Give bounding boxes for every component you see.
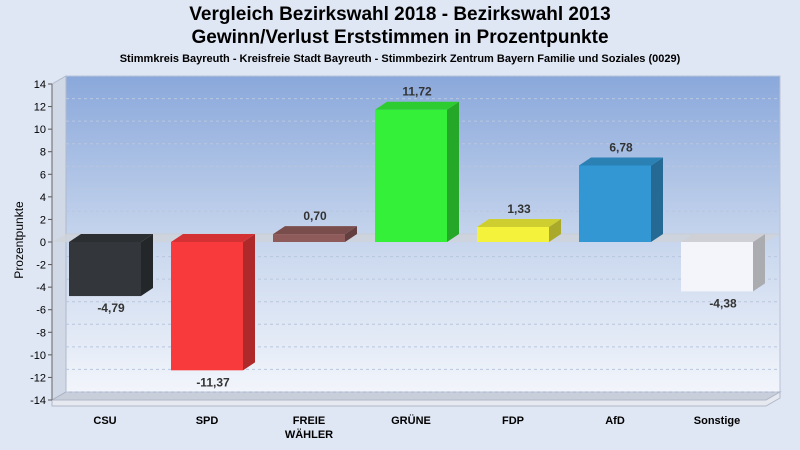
y-tick-label: 12	[34, 102, 46, 114]
bar-value-label: 11,72	[402, 85, 432, 99]
y-tick-label: 8	[40, 147, 46, 159]
bar: 0,70	[273, 209, 357, 242]
y-axis-label: Prozentpunkte	[12, 201, 26, 279]
x-tick-label: FREIE	[293, 415, 325, 427]
bar-value-label: 0,70	[303, 209, 327, 223]
y-tick-label: -14	[30, 395, 46, 407]
chart-subtitle-location: Stimmkreis Bayreuth - Kreisfreie Stadt B…	[119, 53, 681, 65]
y-tick-label: -2	[36, 260, 46, 272]
x-tick-label: GRÜNE	[391, 414, 431, 427]
chart-title: Vergleich Bezirkswahl 2018 - Bezirkswahl…	[189, 4, 611, 25]
x-tick-label: WÄHLER	[285, 428, 333, 441]
y-tick-label: 2	[40, 214, 46, 226]
x-tick-label: SPD	[196, 415, 219, 427]
bar: -4,38	[681, 234, 765, 310]
bar: 11,72	[375, 85, 459, 242]
y-tick-label: -4	[36, 282, 46, 294]
bars: -4,79 -11,37 0,70 11,72 1,33 6,78 -4,38	[69, 85, 765, 389]
y-tick-label: 14	[34, 79, 46, 91]
bar: -4,79	[69, 234, 153, 315]
y-tick-label: 10	[34, 124, 46, 136]
bar-value-label: 6,78	[609, 140, 633, 154]
bar-value-label: 1,33	[507, 202, 531, 216]
y-tick-label: -10	[30, 350, 46, 362]
x-tick-label: AfD	[605, 415, 625, 427]
bar-value-label: -11,37	[196, 375, 230, 389]
bar-value-label: -4,79	[97, 301, 125, 315]
y-tick-label: -8	[36, 327, 46, 339]
bar: 6,78	[579, 140, 663, 242]
y-tick-label: 6	[40, 169, 46, 181]
y-tick-label: -12	[30, 372, 46, 384]
x-tick-label: FDP	[502, 415, 524, 427]
bar: -11,37	[171, 234, 255, 389]
y-tick-label: -6	[36, 305, 46, 317]
bar: 1,33	[477, 202, 561, 242]
x-tick-label: CSU	[93, 415, 116, 427]
chart-subtitle: Gewinn/Verlust Erststimmen in Prozentpun…	[191, 27, 609, 48]
x-tick-label: Sonstige	[694, 415, 740, 427]
bar-value-label: -4,38	[709, 296, 737, 310]
y-tick-label: 4	[40, 192, 46, 204]
y-tick-label: 0	[40, 237, 46, 249]
